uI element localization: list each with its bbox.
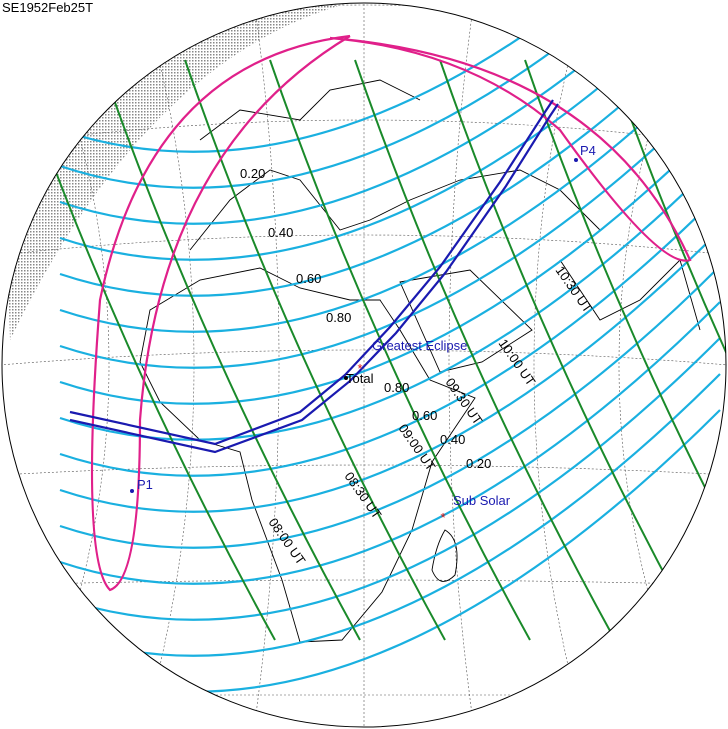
magnitude-label: 0.40 <box>268 225 293 240</box>
magnitude-label: 0.60 <box>412 408 437 423</box>
point-label: P4 <box>580 143 596 158</box>
meridian <box>143 3 195 727</box>
coastlines <box>139 79 701 643</box>
point-marker: * <box>357 361 362 376</box>
time-curve <box>354 59 616 641</box>
meridian <box>618 3 695 727</box>
point-label: Total <box>346 371 374 386</box>
time-curve <box>269 59 531 641</box>
point-marker <box>344 376 348 380</box>
parallel <box>2 234 726 256</box>
meridian <box>253 3 280 727</box>
penumbra-limits <box>90 34 692 592</box>
time-label: 10:30 UT <box>553 263 596 315</box>
magnitude-curve <box>59 373 721 657</box>
time-curve <box>14 59 276 641</box>
time-curve <box>184 59 446 641</box>
magnitude-curve <box>59 13 721 297</box>
magnitude-curve <box>59 85 721 369</box>
time-curve <box>524 59 726 641</box>
magnitude-curve <box>59 3 721 189</box>
point-label: P1 <box>137 477 153 492</box>
point-marker <box>130 489 134 493</box>
point-marker <box>574 158 578 162</box>
time-curve <box>609 59 726 641</box>
magnitude-curve <box>59 265 721 549</box>
meridian <box>448 3 475 727</box>
point-label: Greatest Eclipse <box>372 338 467 353</box>
time-label: 09:00 UT <box>396 421 439 473</box>
magnitude-label: 0.60 <box>296 271 321 286</box>
magnitude-curve <box>59 229 721 513</box>
magnitude-curve <box>59 409 721 693</box>
time-label: 09:30 UT <box>443 375 486 427</box>
meridian <box>533 3 585 727</box>
magnitude-curve <box>59 121 721 405</box>
magnitude-curve <box>59 49 721 333</box>
map-title: SE1952Feb25T <box>2 0 93 15</box>
magnitude-curve <box>59 193 721 477</box>
time-curve <box>99 59 361 641</box>
point-marker: * <box>440 510 445 525</box>
parallel <box>2 464 726 476</box>
time-label: 10:00 UT <box>496 336 539 388</box>
central-path <box>69 99 559 454</box>
time-curve <box>439 59 701 641</box>
magnitude-label: 0.20 <box>240 166 265 181</box>
magnitude-label: 0.40 <box>440 432 465 447</box>
time-label: 08:30 UT <box>342 469 385 521</box>
parallel <box>2 579 726 586</box>
magnitude-curve <box>59 337 721 621</box>
magnitude-label: 0.20 <box>466 456 491 471</box>
point-label: Sub Solar <box>453 493 511 508</box>
magnitude-curves <box>59 3 721 693</box>
meridian <box>33 3 110 727</box>
magnitude-label: 0.80 <box>326 310 351 325</box>
magnitude-curve <box>59 301 721 585</box>
magnitude-label: 0.80 <box>384 380 409 395</box>
